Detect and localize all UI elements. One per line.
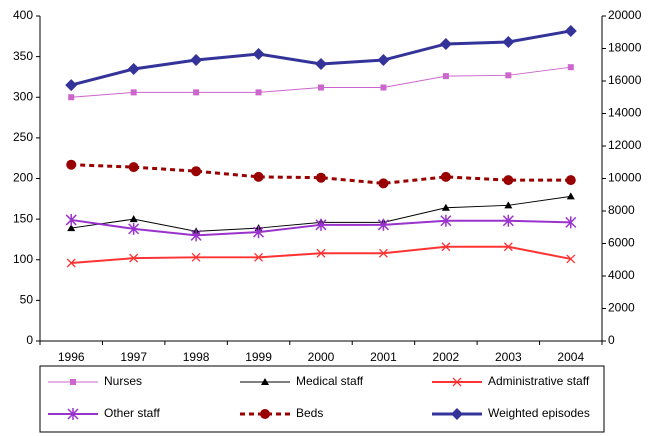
data-point (502, 36, 515, 48)
data-point (441, 242, 451, 252)
data-point (316, 172, 326, 183)
y-tick-label: 50 (20, 293, 34, 307)
x-tick-label: 1997 (120, 350, 147, 364)
data-point (128, 162, 139, 173)
data-point (254, 252, 264, 262)
x-tick-label: 1998 (183, 350, 210, 364)
data-point (566, 254, 576, 264)
x-tick-label: 1999 (245, 350, 272, 364)
x-tick-label: 2000 (308, 350, 335, 364)
legend-label: Medical staff (296, 374, 364, 388)
data-point (565, 175, 576, 186)
data-point (567, 64, 574, 71)
data-point (318, 84, 324, 91)
y2-tick-label: 16000 (608, 73, 642, 87)
y-tick-label: 0 (26, 333, 33, 347)
y-tick-label: 100 (13, 252, 33, 266)
data-point (442, 73, 449, 80)
legend-marker (260, 409, 270, 419)
data-point (377, 54, 390, 67)
legend-marker (451, 408, 463, 420)
x-tick-label: 2002 (433, 350, 460, 364)
data-point (65, 213, 77, 226)
data-point (67, 224, 76, 232)
data-point (191, 252, 201, 262)
x-tick-label: 2004 (557, 350, 584, 364)
data-point (129, 215, 138, 223)
series-line (71, 245, 571, 264)
data-point (503, 242, 513, 252)
y2-tick-label: 6000 (608, 236, 635, 250)
data-point (316, 248, 326, 258)
data-point (378, 178, 389, 189)
data-point (566, 192, 575, 200)
data-point (440, 171, 451, 182)
data-point (190, 229, 202, 242)
legend-label: Weighted episodes (488, 406, 590, 420)
data-point (129, 253, 139, 263)
y2-tick-label: 18000 (608, 41, 642, 55)
y-tick-label: 150 (13, 211, 33, 225)
series-line (71, 66, 571, 98)
data-point (65, 79, 78, 92)
data-point (193, 89, 200, 96)
series-line (71, 163, 571, 185)
data-point (130, 89, 137, 96)
data-point (504, 201, 513, 209)
data-point (253, 171, 264, 182)
data-point (564, 24, 577, 37)
x-tick-label: 1996 (58, 350, 85, 364)
legend-marker (67, 408, 79, 420)
x-tick-label: 2001 (370, 350, 397, 364)
legend-box (39, 365, 605, 433)
legend-label: Administrative staff (488, 374, 590, 388)
y2-tick-label: 0 (608, 333, 615, 347)
legend-marker (452, 377, 462, 387)
legend-marker (70, 379, 76, 385)
y2-tick-label: 14000 (608, 106, 642, 120)
data-point (66, 159, 77, 170)
data-point (128, 222, 140, 235)
legend-label: Other staff (104, 406, 160, 420)
x-tick-label: 2003 (495, 350, 522, 364)
data-point (190, 54, 203, 67)
data-point (68, 94, 75, 101)
data-point (380, 84, 387, 91)
y2-tick-label: 2000 (608, 301, 635, 315)
data-point (565, 216, 577, 229)
y-tick-label: 200 (13, 171, 33, 185)
data-point (255, 89, 262, 96)
data-point (378, 248, 388, 258)
y2-tick-label: 8000 (608, 203, 635, 217)
data-point (377, 218, 389, 231)
data-point (191, 166, 202, 177)
y2-tick-label: 20000 (608, 8, 642, 22)
data-point (315, 57, 327, 70)
y-tick-label: 400 (13, 8, 33, 22)
y-tick-label: 300 (13, 89, 33, 103)
y2-tick-label: 10000 (608, 171, 642, 185)
data-point (441, 203, 450, 211)
data-point (127, 62, 140, 75)
data-point (252, 48, 265, 61)
data-point (66, 258, 76, 268)
data-point (315, 218, 327, 231)
legend-marker (261, 378, 269, 385)
data-point (253, 226, 265, 239)
data-point (439, 37, 452, 50)
legend-label: Beds (296, 406, 323, 420)
legend-label: Nurses (104, 374, 142, 388)
data-point (503, 175, 514, 186)
data-point (502, 214, 514, 227)
y2-tick-label: 12000 (608, 138, 642, 152)
y2-tick-label: 4000 (608, 268, 635, 282)
data-point (440, 214, 452, 227)
y-tick-label: 250 (13, 130, 33, 144)
data-point (505, 72, 512, 79)
y-tick-label: 350 (13, 49, 33, 63)
